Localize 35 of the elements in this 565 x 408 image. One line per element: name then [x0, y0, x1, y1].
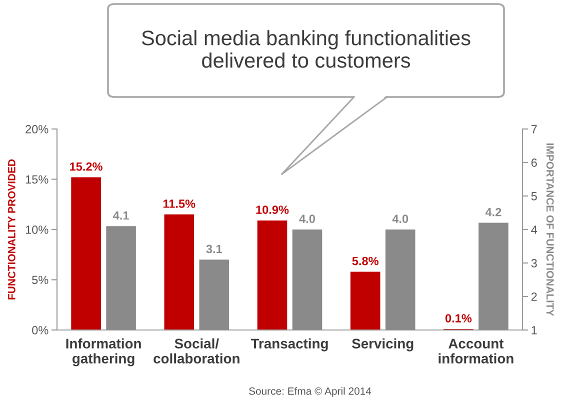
y2-axis-title: IMPORTANCE OF FUNCTIONALITY: [546, 143, 554, 316]
data-label: 4.0: [299, 214, 315, 223]
source-note: Source: Efma © April 2014: [249, 387, 372, 397]
data-label: 11.5%: [163, 200, 196, 208]
y2-tick-label: 4: [531, 226, 538, 234]
data-label: 10.9%: [256, 206, 289, 214]
y-tick-label: 15%: [26, 175, 48, 184]
y2-tick-label: 7: [531, 125, 537, 134]
bar: [257, 220, 288, 330]
y-tick-label: 10%: [26, 226, 48, 234]
x-tick-label: Transacting: [250, 338, 328, 352]
y-axis-title: FUNCTIONALITY PROVIDED: [8, 159, 16, 300]
y2-tick-label: 2: [531, 292, 537, 301]
data-label: 3.1: [206, 244, 222, 254]
data-label: 4.2: [485, 208, 502, 216]
data-label: 4.1: [113, 211, 129, 220]
y2-tick-label: 3: [531, 259, 537, 268]
x-tick-label: Account information: [438, 338, 514, 364]
data-label: 4.0: [392, 214, 408, 223]
bar: [350, 272, 380, 330]
y2-tick-label: 1: [532, 326, 537, 334]
data-label: 5.8%: [352, 256, 378, 266]
bar: [164, 214, 194, 330]
x-tick-label: Information gathering: [66, 338, 141, 366]
x-tick-label: Social/ collaboration: [154, 338, 240, 364]
y-tick-label: 0%: [32, 326, 48, 334]
y2-tick-label: 6: [531, 158, 537, 167]
y2-tick-label: 5: [531, 192, 537, 200]
x-tick-label: Servicing: [352, 338, 414, 352]
data-label: 15.2%: [70, 162, 102, 171]
chart-title: Social media banking functionalities delivered to customers: [142, 30, 470, 68]
y-tick-label: 5%: [32, 276, 48, 284]
y-tick-label: 20%: [26, 125, 48, 134]
bar: [71, 177, 101, 330]
data-label: 0.1%: [445, 314, 472, 322]
